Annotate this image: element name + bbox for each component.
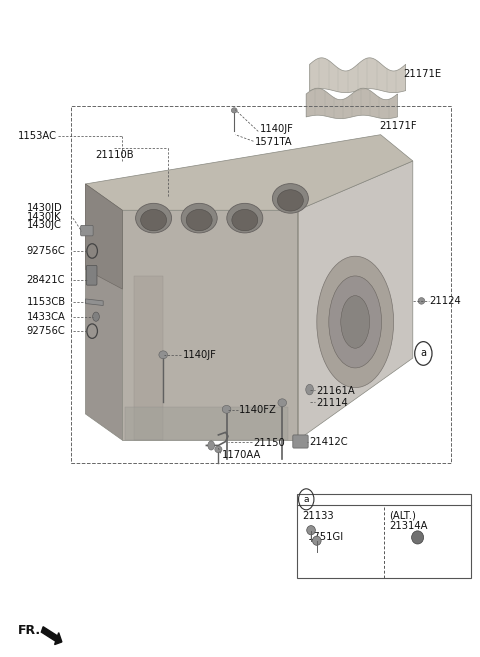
Text: FR.: FR. [18, 624, 41, 637]
Text: 1430JC: 1430JC [26, 220, 61, 231]
Text: 92756C: 92756C [26, 326, 65, 336]
Ellipse shape [412, 531, 424, 544]
Text: 21171F: 21171F [379, 121, 417, 131]
Text: 21150: 21150 [253, 438, 285, 448]
Text: 21114: 21114 [316, 398, 348, 409]
Polygon shape [85, 299, 103, 306]
FancyBboxPatch shape [293, 435, 308, 448]
Polygon shape [85, 184, 122, 289]
Text: 1153AC: 1153AC [18, 131, 57, 141]
Text: 1571TA: 1571TA [254, 137, 292, 147]
Ellipse shape [312, 536, 321, 545]
Polygon shape [134, 276, 163, 440]
FancyBboxPatch shape [81, 225, 93, 236]
Ellipse shape [215, 446, 222, 453]
Text: 21110B: 21110B [95, 150, 133, 160]
Polygon shape [306, 88, 397, 119]
FancyBboxPatch shape [86, 265, 97, 285]
Ellipse shape [232, 210, 258, 231]
Text: 21412C: 21412C [309, 437, 348, 447]
Ellipse shape [231, 108, 237, 113]
Polygon shape [85, 135, 413, 210]
Text: a: a [303, 495, 309, 504]
Ellipse shape [141, 210, 167, 231]
Text: 21161A: 21161A [316, 386, 355, 396]
Ellipse shape [317, 256, 394, 388]
Text: 28421C: 28421C [26, 275, 65, 285]
Text: 21314A: 21314A [389, 520, 427, 531]
Ellipse shape [227, 204, 263, 233]
FancyArrow shape [41, 627, 62, 645]
Ellipse shape [159, 351, 168, 359]
Text: 1751GI: 1751GI [308, 532, 344, 542]
Text: 92756C: 92756C [26, 246, 65, 256]
Circle shape [208, 441, 215, 450]
Text: 21133: 21133 [302, 510, 334, 521]
Polygon shape [298, 161, 413, 440]
Circle shape [93, 312, 99, 321]
Ellipse shape [329, 276, 382, 368]
Circle shape [306, 384, 313, 395]
Ellipse shape [186, 210, 212, 231]
Polygon shape [122, 210, 298, 440]
Ellipse shape [418, 298, 425, 304]
Text: 21171E: 21171E [403, 69, 441, 79]
Polygon shape [310, 58, 406, 93]
Ellipse shape [341, 296, 370, 348]
Ellipse shape [181, 204, 217, 233]
Text: 1430JD: 1430JD [26, 203, 62, 214]
Text: (ALT.): (ALT.) [389, 510, 416, 521]
Text: 1170AA: 1170AA [222, 449, 261, 460]
Text: 1140FZ: 1140FZ [239, 405, 277, 415]
Ellipse shape [135, 204, 172, 233]
Text: 21124: 21124 [430, 296, 461, 306]
Polygon shape [125, 407, 288, 440]
Text: 1140JF: 1140JF [260, 124, 294, 135]
Ellipse shape [272, 184, 308, 213]
Polygon shape [85, 184, 122, 440]
Ellipse shape [307, 526, 315, 535]
Text: 1140JF: 1140JF [182, 350, 216, 360]
Text: 1153CB: 1153CB [26, 297, 66, 307]
Ellipse shape [222, 405, 231, 413]
Ellipse shape [277, 190, 303, 211]
Text: 1433CA: 1433CA [26, 311, 65, 322]
Ellipse shape [278, 399, 287, 407]
Text: a: a [420, 348, 426, 359]
Text: 1430JK: 1430JK [26, 212, 61, 222]
